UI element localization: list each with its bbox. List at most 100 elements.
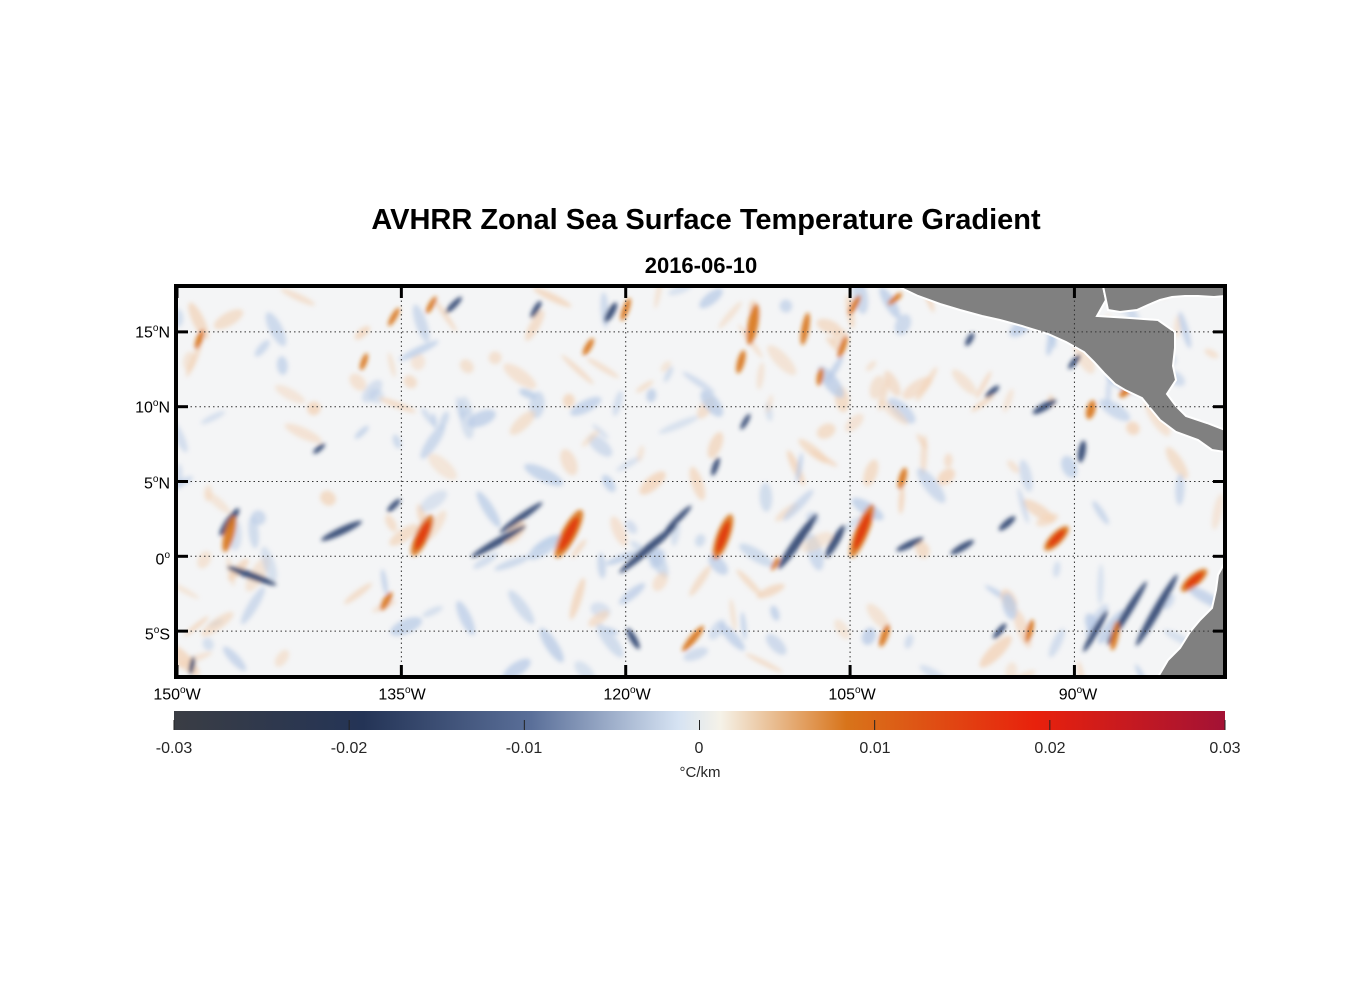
positive-gradient-band bbox=[682, 625, 704, 652]
background-anomaly bbox=[944, 453, 953, 468]
positive-gradient-band bbox=[194, 329, 205, 350]
colorbar-label: -0.01 bbox=[505, 740, 543, 757]
background-anomaly bbox=[729, 598, 737, 631]
land-central-america bbox=[896, 286, 1225, 454]
background-anomaly bbox=[494, 555, 531, 571]
positive-gradient-band bbox=[770, 557, 780, 571]
land-colombia bbox=[1101, 286, 1225, 314]
background-anomaly bbox=[639, 471, 666, 495]
background-anomaly bbox=[488, 351, 502, 365]
background-anomaly bbox=[539, 628, 564, 663]
positive-gradient-band bbox=[425, 296, 437, 314]
background-anomaly bbox=[410, 353, 426, 371]
background-anomaly bbox=[260, 546, 278, 582]
background-anomaly bbox=[184, 616, 209, 637]
background-anomaly bbox=[866, 360, 877, 372]
background-anomaly bbox=[378, 397, 416, 413]
background-anomaly bbox=[861, 627, 876, 645]
background-anomaly bbox=[708, 554, 728, 575]
negative-gradient-band bbox=[499, 502, 543, 533]
background-anomaly bbox=[592, 424, 609, 439]
background-anomaly bbox=[1097, 564, 1104, 605]
chart-title: AVHRR Zonal Sea Surface Temperature Grad… bbox=[371, 204, 1041, 236]
background-anomaly bbox=[571, 539, 587, 559]
background-anomaly bbox=[637, 445, 645, 462]
background-anomaly bbox=[610, 516, 628, 547]
background-anomaly bbox=[421, 408, 435, 426]
background-anomaly bbox=[525, 310, 545, 341]
positive-gradient-band bbox=[582, 338, 594, 356]
background-anomaly bbox=[1097, 609, 1127, 644]
background-anomaly bbox=[689, 565, 712, 597]
colorbar-label: 0.03 bbox=[1209, 740, 1241, 757]
negative-gradient-band bbox=[445, 296, 462, 314]
background-anomaly bbox=[392, 434, 402, 449]
background-anomaly bbox=[420, 424, 446, 459]
background-anomaly bbox=[779, 299, 793, 313]
background-anomaly bbox=[422, 605, 443, 618]
background-anomaly bbox=[387, 352, 396, 378]
background-anomaly bbox=[718, 622, 745, 651]
positive-gradient-band bbox=[1085, 400, 1096, 420]
background-anomaly bbox=[765, 394, 774, 413]
background-anomaly bbox=[420, 490, 448, 512]
background-anomaly bbox=[1126, 421, 1140, 435]
background-anomaly bbox=[866, 603, 890, 630]
background-anomaly bbox=[380, 569, 388, 595]
negative-gradient-band bbox=[778, 513, 818, 570]
positive-gradient-core bbox=[558, 516, 579, 551]
negative-gradient-band bbox=[985, 385, 1000, 398]
background-anomaly bbox=[894, 314, 912, 336]
negative-gradient-band bbox=[950, 539, 975, 555]
background-anomaly bbox=[979, 635, 1012, 668]
background-anomaly bbox=[284, 423, 322, 444]
background-anomaly bbox=[1053, 561, 1061, 578]
background-anomaly bbox=[1019, 459, 1033, 492]
background-anomaly bbox=[767, 345, 797, 376]
background-anomaly bbox=[658, 415, 699, 434]
background-anomaly bbox=[1099, 398, 1131, 422]
background-anomaly bbox=[695, 534, 706, 547]
background-anomaly bbox=[601, 474, 616, 492]
positive-gradient-band bbox=[879, 624, 890, 647]
land-mask bbox=[896, 286, 1225, 677]
background-anomaly bbox=[276, 356, 288, 375]
positive-gradient-band bbox=[800, 312, 810, 346]
background-anomaly bbox=[878, 398, 909, 425]
negative-gradient-band bbox=[664, 505, 692, 533]
positive-gradient-band bbox=[848, 295, 861, 315]
background-anomaly bbox=[226, 557, 235, 586]
background-anomaly bbox=[605, 627, 619, 635]
background-anomaly bbox=[361, 379, 383, 403]
background-anomaly bbox=[863, 459, 879, 487]
background-anomaly bbox=[718, 301, 742, 329]
background-anomaly bbox=[1092, 500, 1110, 525]
negative-gradient-band bbox=[604, 302, 618, 323]
background-anomaly bbox=[660, 360, 672, 372]
colorbar-label: -0.03 bbox=[155, 740, 193, 757]
colorbar-unit: °C/km bbox=[679, 764, 721, 781]
background-anomaly bbox=[201, 611, 234, 637]
background-anomaly bbox=[795, 452, 803, 483]
background-anomaly bbox=[1048, 628, 1065, 658]
colorbar-ticks bbox=[173, 720, 1226, 730]
background-anomaly bbox=[616, 456, 641, 472]
background-anomaly bbox=[902, 376, 932, 400]
negative-gradient-band bbox=[965, 332, 975, 347]
background-anomaly bbox=[265, 312, 287, 347]
background-anomaly bbox=[612, 390, 623, 416]
background-anomaly bbox=[770, 605, 780, 621]
background-anomaly bbox=[508, 590, 535, 625]
background-anomaly bbox=[817, 366, 844, 398]
positive-gradient-band bbox=[837, 335, 848, 359]
background-anomaly bbox=[202, 637, 214, 651]
background-anomaly bbox=[869, 375, 885, 400]
positive-gradient-core bbox=[414, 520, 431, 550]
background-anomaly bbox=[745, 653, 783, 673]
positive-gradient-band bbox=[380, 591, 393, 611]
negative-gradient-band bbox=[1077, 440, 1087, 463]
background-anomaly bbox=[428, 453, 457, 480]
background-anomaly bbox=[561, 354, 594, 385]
background-anomaly bbox=[652, 572, 668, 592]
background-anomaly bbox=[975, 371, 992, 399]
